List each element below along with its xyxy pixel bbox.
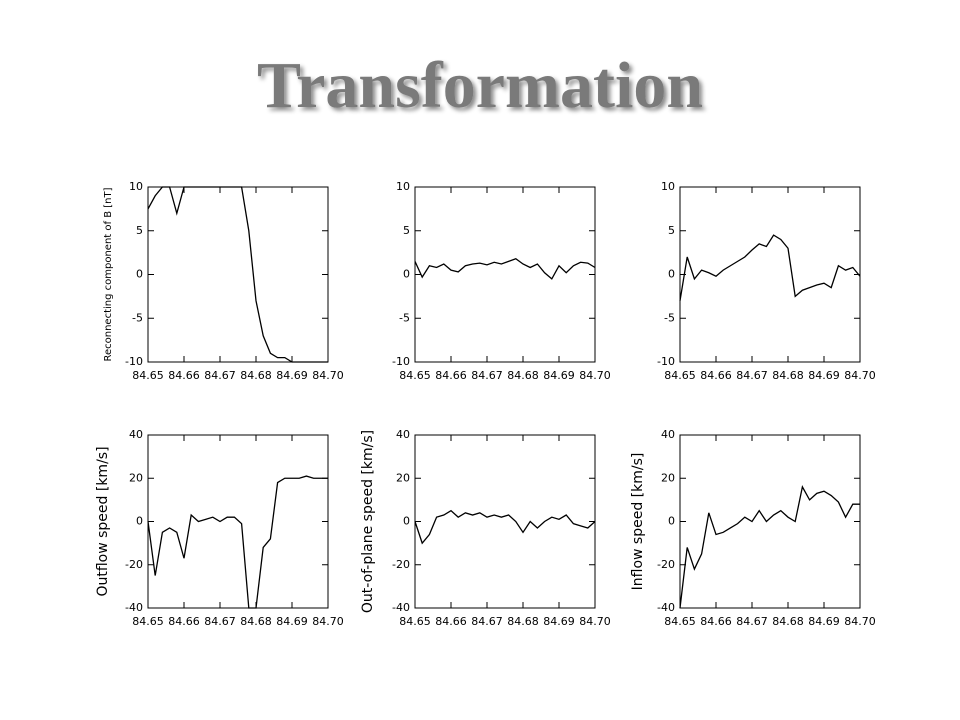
y-tick-label: -20 bbox=[125, 558, 143, 571]
y-tick-label: 5 bbox=[136, 224, 143, 237]
y-tick-label: 10 bbox=[129, 180, 143, 193]
x-tick-label: 84.65 bbox=[132, 615, 164, 628]
y-tick-label: -40 bbox=[392, 601, 410, 614]
y-tick-label: 20 bbox=[396, 471, 410, 484]
x-tick-label: 84.69 bbox=[276, 615, 308, 628]
y-tick-label: 10 bbox=[396, 180, 410, 193]
x-tick-label: 84.70 bbox=[312, 369, 344, 382]
x-tick-label: 84.68 bbox=[507, 615, 539, 628]
data-line bbox=[147, 475, 328, 609]
x-tick-label: 84.69 bbox=[543, 615, 575, 628]
x-tick-label: 84.66 bbox=[168, 369, 200, 382]
y-axis-label: Out-of-plane speed [km/s] bbox=[360, 430, 376, 613]
y-tick-label: -20 bbox=[392, 558, 410, 571]
y-tick-label: -5 bbox=[664, 311, 675, 324]
y-tick-label: 20 bbox=[129, 471, 143, 484]
x-tick-label: 84.68 bbox=[507, 369, 539, 382]
y-tick-label: 40 bbox=[396, 428, 410, 441]
y-tick-label: 40 bbox=[661, 428, 675, 441]
x-tick-label: 84.66 bbox=[435, 615, 467, 628]
y-tick-label: -20 bbox=[657, 558, 675, 571]
x-tick-label: 84.66 bbox=[435, 369, 467, 382]
plot-frame bbox=[414, 186, 596, 363]
y-tick-label: 0 bbox=[403, 268, 410, 281]
x-tick-label: 84.69 bbox=[276, 369, 308, 382]
x-tick-label: 84.66 bbox=[168, 615, 200, 628]
y-tick-label: 0 bbox=[668, 268, 675, 281]
y-tick-label: -40 bbox=[125, 601, 143, 614]
x-tick-label: 84.67 bbox=[204, 369, 236, 382]
x-tick-label: 84.70 bbox=[844, 369, 876, 382]
x-tick-label: 84.65 bbox=[132, 369, 164, 382]
y-tick-label: 0 bbox=[136, 515, 143, 528]
x-tick-label: 84.65 bbox=[399, 369, 431, 382]
x-tick-label: 84.67 bbox=[471, 615, 503, 628]
data-line bbox=[414, 258, 596, 280]
x-tick-label: 84.67 bbox=[471, 369, 503, 382]
data-line bbox=[679, 234, 861, 301]
y-tick-label: 0 bbox=[668, 515, 675, 528]
x-tick-label: 84.69 bbox=[808, 615, 840, 628]
plot-frame bbox=[679, 186, 861, 363]
plot-frame bbox=[147, 434, 329, 609]
x-tick-label: 84.65 bbox=[664, 615, 696, 628]
x-tick-label: 84.65 bbox=[399, 615, 431, 628]
y-tick-label: -5 bbox=[132, 311, 143, 324]
x-tick-label: 84.68 bbox=[240, 615, 272, 628]
y-tick-label: -5 bbox=[399, 311, 410, 324]
x-tick-label: 84.68 bbox=[772, 615, 804, 628]
x-tick-label: 84.66 bbox=[700, 369, 732, 382]
x-tick-label: 84.65 bbox=[664, 369, 696, 382]
y-axis-label: Inflow speed [km/s] bbox=[630, 453, 646, 591]
x-tick-label: 84.66 bbox=[700, 615, 732, 628]
x-tick-label: 84.67 bbox=[736, 615, 768, 628]
plot-frame bbox=[414, 434, 596, 609]
y-tick-label: -10 bbox=[657, 355, 675, 368]
y-tick-label: 20 bbox=[661, 471, 675, 484]
y-axis-label: Outflow speed [km/s] bbox=[95, 446, 111, 596]
data-line bbox=[147, 186, 328, 363]
y-tick-label: 5 bbox=[668, 224, 675, 237]
y-tick-label: -10 bbox=[125, 355, 143, 368]
y-tick-label: -40 bbox=[657, 601, 675, 614]
y-tick-label: 10 bbox=[661, 180, 675, 193]
x-tick-label: 84.68 bbox=[772, 369, 804, 382]
x-tick-label: 84.70 bbox=[579, 369, 611, 382]
x-tick-label: 84.68 bbox=[240, 369, 272, 382]
x-tick-label: 84.67 bbox=[204, 615, 236, 628]
plot-frame bbox=[147, 186, 329, 363]
y-tick-label: -10 bbox=[392, 355, 410, 368]
x-tick-label: 84.70 bbox=[579, 615, 611, 628]
x-tick-label: 84.70 bbox=[844, 615, 876, 628]
data-line bbox=[679, 485, 860, 609]
x-tick-label: 84.67 bbox=[736, 369, 768, 382]
x-tick-label: 84.69 bbox=[543, 369, 575, 382]
x-tick-label: 84.69 bbox=[808, 369, 840, 382]
y-tick-label: 0 bbox=[136, 268, 143, 281]
y-tick-label: 0 bbox=[403, 515, 410, 528]
x-tick-label: 84.70 bbox=[312, 615, 344, 628]
y-tick-label: 5 bbox=[403, 224, 410, 237]
slide-title: Transformation bbox=[257, 49, 703, 122]
y-axis-label: Reconnecting component of B [nT] bbox=[103, 187, 114, 361]
y-tick-label: 40 bbox=[129, 428, 143, 441]
data-line bbox=[414, 509, 596, 545]
